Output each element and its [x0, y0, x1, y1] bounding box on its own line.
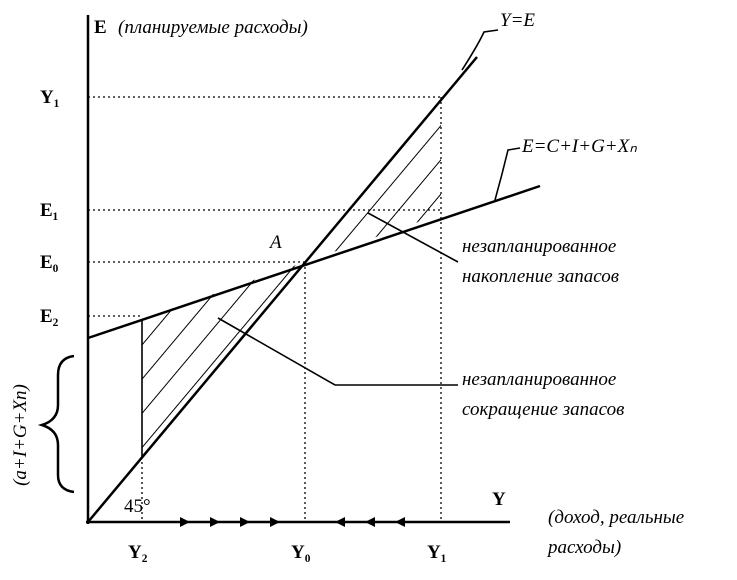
- y-tick-label: Y₁: [40, 87, 59, 108]
- annotation: незапланированное: [462, 236, 616, 257]
- leader: [367, 212, 459, 263]
- x-tick-label: Y₂: [128, 542, 148, 563]
- y-tick-label: E₀: [40, 252, 59, 273]
- annotation: сокращение запасов: [462, 399, 624, 420]
- x-tick-label: Y₀: [291, 542, 311, 563]
- x-axis-caption: расходы): [546, 537, 621, 558]
- y-tick-label: E₂: [40, 306, 59, 327]
- axis-arrows: [180, 517, 405, 527]
- point-label: A: [268, 232, 282, 253]
- annotation: незапланированное: [462, 369, 616, 390]
- angle-label: 45°: [124, 496, 151, 517]
- identity-line: [87, 56, 478, 523]
- leader: [217, 317, 458, 386]
- annotation: накопление запасов: [462, 266, 619, 287]
- brace: [37, 354, 75, 494]
- y-axis-caption: (планируемые расходы): [118, 17, 308, 38]
- guides: [88, 96, 442, 522]
- y-axis-label: E: [94, 17, 107, 38]
- x-axis-label: Y: [492, 489, 506, 510]
- identity-label: Y=E: [500, 10, 535, 31]
- expenditure-line: [87, 184, 541, 340]
- intercept-label: (a+I+G+Xn): [10, 384, 31, 486]
- expenditure-label: E=C+I+G+Xₙ: [521, 136, 637, 157]
- y-tick-label: E₁: [40, 200, 58, 221]
- x-axis-caption: (доход, реальные: [548, 507, 684, 528]
- expenditure-leader: [494, 147, 521, 201]
- x-tick-label: Y₁: [427, 542, 446, 563]
- identity-leader: [461, 29, 499, 71]
